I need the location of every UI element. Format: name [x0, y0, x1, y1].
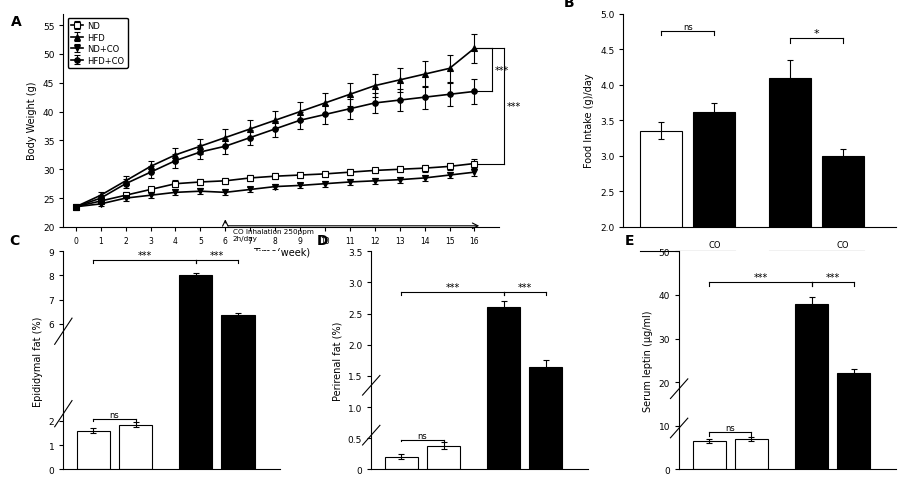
Bar — [769, 78, 811, 369]
Text: ***: *** — [518, 282, 532, 292]
Text: CO: CO — [848, 483, 860, 484]
Bar — [692, 441, 726, 469]
Y-axis label: Perirenal fat (%): Perirenal fat (%) — [332, 321, 342, 400]
Text: CO: CO — [837, 240, 849, 249]
Text: D: D — [317, 233, 329, 247]
Bar — [487, 308, 520, 469]
Bar — [385, 457, 418, 469]
Text: CO: CO — [232, 483, 244, 484]
Text: ***: *** — [753, 272, 767, 282]
Bar — [119, 425, 152, 469]
Bar — [77, 431, 110, 469]
Bar — [222, 316, 254, 469]
Text: ***: *** — [445, 282, 460, 292]
Text: ns: ns — [683, 23, 692, 31]
Text: E: E — [625, 233, 634, 247]
Bar — [179, 276, 213, 469]
Text: CO: CO — [708, 240, 720, 249]
Y-axis label: Epididymal fat (%): Epididymal fat (%) — [33, 316, 43, 406]
Text: ***: *** — [138, 250, 152, 260]
Text: ns: ns — [726, 424, 735, 433]
Text: CO: CO — [539, 483, 552, 484]
Text: ***: *** — [507, 102, 521, 112]
Text: ***: *** — [494, 66, 509, 76]
Text: *: * — [814, 30, 819, 39]
Text: ***: *** — [210, 250, 224, 260]
Text: 2h/day: 2h/day — [233, 236, 258, 242]
Bar — [529, 367, 563, 469]
Text: C: C — [9, 233, 19, 247]
X-axis label: Time(week): Time(week) — [252, 247, 310, 257]
Text: HFD: HFD — [807, 264, 825, 272]
Y-axis label: Serum leptin (μg/ml): Serum leptin (μg/ml) — [643, 310, 653, 411]
Bar — [641, 132, 682, 369]
Bar — [735, 439, 768, 469]
Y-axis label: Food Intake (g)/day: Food Intake (g)/day — [585, 74, 595, 168]
Text: B: B — [564, 0, 574, 10]
Text: CO: CO — [745, 483, 757, 484]
Text: CO: CO — [437, 483, 450, 484]
Text: CO: CO — [129, 483, 142, 484]
Bar — [427, 446, 460, 469]
Text: ns: ns — [110, 409, 119, 419]
Text: ND: ND — [681, 264, 694, 272]
Text: ***: *** — [825, 272, 840, 282]
Legend: ND, HFD, ND+CO, HFD+CO: ND, HFD, ND+CO, HFD+CO — [68, 19, 128, 69]
Bar — [795, 304, 828, 469]
Text: CO Inhalation 250ppm: CO Inhalation 250ppm — [233, 228, 314, 234]
Bar — [693, 112, 735, 369]
Text: A: A — [11, 15, 22, 29]
Y-axis label: Body Weight (g): Body Weight (g) — [27, 82, 37, 160]
Bar — [822, 156, 863, 369]
Text: ns: ns — [417, 431, 427, 439]
Bar — [837, 374, 871, 469]
